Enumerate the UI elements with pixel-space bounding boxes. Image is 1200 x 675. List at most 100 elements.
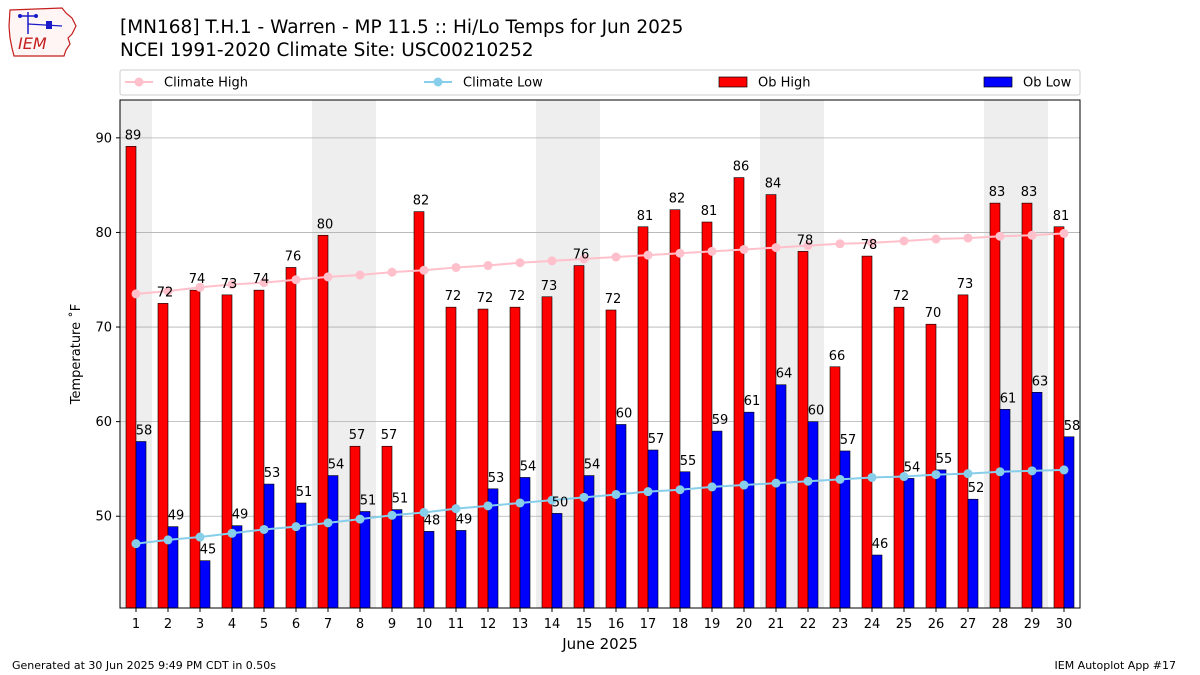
label-ob-high: 82: [669, 192, 686, 207]
bar-ob-high: [829, 366, 841, 609]
climate-high-point: [451, 262, 461, 272]
label-ob-high: 66: [829, 349, 846, 364]
climate-high-point: [355, 270, 365, 280]
bar-ob-low: [935, 469, 947, 609]
climate-low-point: [1059, 465, 1069, 475]
bar-ob-low: [775, 384, 787, 609]
label-ob-high: 83: [989, 185, 1006, 200]
climate-high-point: [771, 243, 781, 253]
bar-ob-low: [999, 409, 1011, 609]
bar-ob-high: [317, 234, 329, 609]
bar-ob-high: [861, 255, 873, 609]
y-tick-label: 90: [95, 131, 112, 146]
label-ob-low: 53: [264, 466, 281, 481]
bar-ob-high: [797, 251, 809, 609]
climate-low-point: [323, 518, 333, 528]
bar-ob-high: [157, 303, 169, 609]
climate-low-line: [135, 468, 1065, 545]
legend-climate-high-marker: [134, 77, 144, 87]
iem-logo: IEM: [6, 4, 82, 60]
bar-ob-high: [1021, 202, 1033, 609]
data-labels: 89 72 74 73 74 76 80 57 57 82 72 72 72 73 76 72 81 82 81 86…: [125, 128, 1081, 557]
label-ob-high: 70: [925, 306, 942, 321]
label-ob-high: 80: [317, 217, 334, 232]
climate-low-point: [515, 498, 525, 508]
climate-low-point: [931, 470, 941, 480]
bar-ob-low: [1031, 392, 1043, 609]
climate-high-point: [547, 256, 557, 266]
label-ob-high: 72: [509, 289, 526, 304]
x-tick-label: 10: [416, 617, 433, 632]
climate-high-point: [259, 278, 269, 288]
bar-ob-low: [359, 511, 371, 609]
bar-ob-high: [445, 306, 457, 609]
label-ob-low: 64: [776, 367, 793, 382]
climate-low-point: [419, 507, 429, 517]
bar-ob-low: [423, 531, 435, 609]
bar-ob-low: [807, 421, 819, 609]
climate-high-point: [195, 282, 205, 292]
label-ob-high: 78: [861, 238, 878, 253]
label-ob-high: 73: [221, 277, 238, 292]
bar-ob-high: [733, 177, 745, 609]
bar-ob-low: [647, 449, 659, 609]
label-ob-low: 49: [232, 508, 249, 523]
climate-high-point: [931, 234, 941, 244]
label-ob-low: 54: [520, 459, 537, 474]
label-ob-high: 74: [189, 272, 206, 287]
bar-ob-low: [551, 513, 563, 609]
x-tick-label: 13: [512, 617, 529, 632]
y-tick-label: 60: [95, 415, 112, 430]
label-ob-high: 83: [1021, 185, 1038, 200]
climate-high-point: [899, 236, 909, 246]
label-ob-low: 57: [840, 433, 857, 448]
bar-ob-low: [391, 509, 403, 609]
bar-ob-high: [253, 289, 265, 609]
label-ob-high: 57: [349, 428, 366, 443]
label-ob-high: 81: [701, 204, 718, 219]
climate-low-point: [867, 472, 877, 482]
label-ob-low: 46: [872, 537, 889, 552]
climate-low-point: [195, 532, 205, 542]
x-tick-label: 16: [608, 617, 625, 632]
climate-high-line: [135, 232, 1065, 295]
bar-ob-high: [957, 294, 969, 609]
label-ob-high: 72: [157, 285, 174, 300]
x-tick-label: 28: [992, 617, 1009, 632]
label-ob-high: 76: [285, 249, 302, 264]
climate-low-point: [675, 485, 685, 495]
label-ob-low: 60: [808, 404, 825, 419]
bar-ob-high: [477, 308, 489, 609]
y-tick-label: 80: [95, 226, 112, 241]
y-axis-label: Temperature ˚F: [68, 304, 84, 405]
x-tick-label: 23: [832, 617, 849, 632]
climate-low-point: [387, 510, 397, 520]
y-tick-label: 70: [95, 321, 112, 336]
bar-ob-low: [903, 478, 915, 609]
climate-high-point: [483, 261, 493, 271]
climate-low-point: [803, 476, 813, 486]
bar-ob-low: [1063, 436, 1075, 609]
label-ob-low: 49: [456, 512, 473, 527]
bar-ob-high: [637, 226, 649, 609]
climate-low-point: [579, 492, 589, 502]
x-tick-label: 29: [1024, 617, 1041, 632]
gridlines: [120, 137, 1080, 517]
x-tick-label: 5: [260, 617, 268, 632]
climate-high-point: [995, 231, 1005, 241]
climate-high-point: [675, 248, 685, 258]
label-ob-high: 73: [541, 279, 558, 294]
label-ob-low: 45: [200, 543, 217, 558]
label-ob-high: 78: [797, 233, 814, 248]
x-tick-label: 15: [576, 617, 593, 632]
x-tick-label: 2: [164, 617, 172, 632]
label-ob-low: 55: [680, 454, 697, 469]
bar-ob-high: [573, 265, 585, 609]
label-ob-low: 60: [616, 406, 633, 421]
climate-high-point: [1059, 228, 1069, 238]
chart-subtitle: NCEI 1991-2020 Climate Site: USC00210252: [120, 40, 534, 61]
x-tick-label: 7: [324, 617, 332, 632]
bar-ob-low: [295, 502, 307, 609]
climate-high-point: [803, 241, 813, 251]
x-tick-label: 19: [704, 617, 721, 632]
